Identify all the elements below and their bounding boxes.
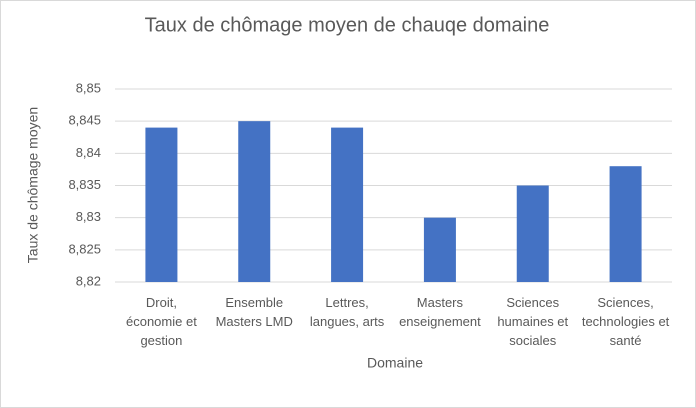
y-tick-label: 8,82	[76, 273, 101, 288]
y-axis-title: Taux de chômage moyen	[25, 107, 41, 263]
x-tick-label: Ensemble Masters LMD	[215, 295, 293, 329]
bar	[331, 127, 364, 282]
y-tick-label: 8,835	[68, 177, 101, 192]
x-tick-label: Sciences, technologies et santé	[581, 295, 670, 348]
y-tick-label: 8,83	[76, 209, 101, 224]
bar	[145, 127, 178, 282]
x-axis-title: Domaine	[367, 355, 423, 371]
x-tick-label: Lettres, langues, arts	[309, 295, 385, 329]
bar	[238, 121, 271, 283]
x-tick-label: Droit, économie et gestion	[125, 295, 197, 348]
y-tick-label: 8,85	[76, 80, 101, 95]
bar	[516, 185, 549, 282]
y-tick-label: 8,845	[68, 113, 101, 128]
y-tick-label: 8,825	[68, 241, 101, 256]
y-tick-label: 8,84	[76, 145, 101, 160]
x-tick-label: Sciences humaines et sociales	[497, 295, 569, 348]
bar	[609, 166, 642, 282]
x-tick-label: Masters enseignement	[399, 295, 481, 329]
chart-title: Taux de chômage moyen de chauqe domaine	[145, 14, 550, 36]
bar	[423, 217, 456, 282]
